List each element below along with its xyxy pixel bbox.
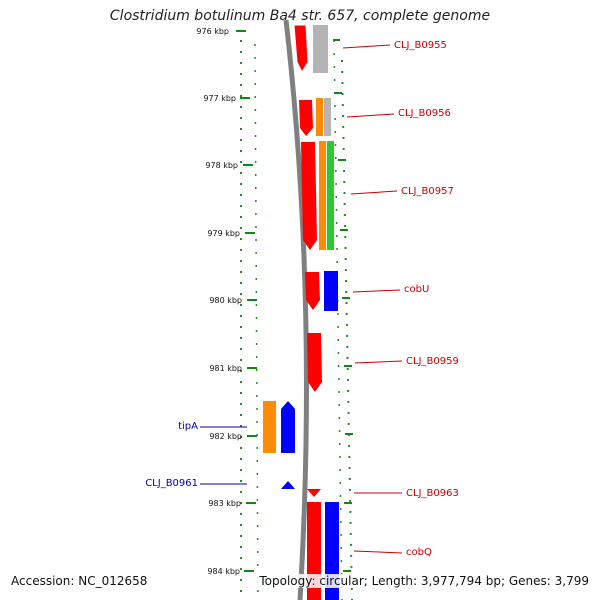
leader-line-CLJ_B0956: [346, 113, 395, 118]
gene-label-CLJ_B0956[interactable]: CLJ_B0956: [398, 108, 451, 119]
tick-group-976: 976 kbp: [196, 27, 246, 36]
tick-label-980: 980 kbp: [209, 296, 242, 305]
map-title: Clostridium botulinum Ba4 str. 657, comp…: [109, 8, 491, 24]
gene-label-CLJ_B0961[interactable]: CLJ_B0961: [145, 478, 198, 489]
gene-label-CLJ_B0957[interactable]: CLJ_B0957: [401, 186, 454, 197]
tick-label-977: 977 kbp: [203, 94, 236, 103]
tick-label-979: 979 kbp: [207, 229, 240, 238]
gene-label-CLJ_B0963[interactable]: CLJ_B0963: [406, 488, 459, 499]
tick-group-983: 983 kbp: [208, 499, 256, 508]
leader-line-CLJ_B0959: [354, 360, 403, 364]
tick-label-982: 982 kbp: [209, 432, 242, 441]
genome-backbone: [283, 19, 309, 600]
gene-feature-tipA-blue[interactable]: [281, 401, 295, 453]
tick-group-979: 979 kbp: [207, 229, 255, 238]
gene-feature-CLJ_B0957-orange[interactable]: [319, 141, 326, 250]
leader-line-CLJ_B0957: [350, 190, 398, 195]
gene-label-cobQ[interactable]: cobQ: [406, 547, 432, 558]
gene-feature-CLJ_B0956-orange[interactable]: [316, 98, 323, 136]
gene-label-cobU[interactable]: cobU: [404, 284, 429, 295]
dotted-guides-left: [240, 40, 259, 600]
gene-label-CLJ_B0959[interactable]: CLJ_B0959: [406, 356, 459, 367]
gene-feature-cobU-blue[interactable]: [324, 271, 338, 311]
leader-line-CLJ_B0955: [342, 44, 391, 49]
gene-feature-CLJ_B0961-blue[interactable]: [281, 481, 295, 489]
tick-label-981: 981 kbp: [209, 364, 242, 373]
leader-line-cobQ: [353, 550, 403, 554]
dotted-guide-inner: [254, 43, 259, 600]
gene-feature-CLJ_B0956-gray[interactable]: [324, 98, 331, 136]
tick-group-980: 980 kbp: [209, 296, 257, 305]
gene-feature-CLJ_B0957-green[interactable]: [327, 141, 334, 250]
gene-label-tipA[interactable]: tipA: [178, 421, 198, 432]
gene-feature-CLJ_B0963-red[interactable]: [307, 489, 321, 497]
gene-feature-cobU-red[interactable]: [305, 272, 320, 310]
gene-label-CLJ_B0955[interactable]: CLJ_B0955: [394, 40, 447, 51]
tick-group-982: 982 kbp: [209, 432, 257, 441]
leader-line-cobU: [352, 289, 401, 293]
tick-group-984: 984 kbp: [207, 567, 254, 576]
tick-label-976: 976 kbp: [196, 27, 229, 36]
accession-text: Accession: NC_012658: [9, 574, 150, 588]
tick-label-978: 978 kbp: [205, 161, 238, 170]
gene-feature-CLJ_B0956-red[interactable]: [299, 100, 313, 136]
gene-feature-CLJ_B0955-gray[interactable]: [313, 25, 328, 73]
tick-group-978: 978 kbp: [205, 161, 253, 170]
tick-group-977: 977 kbp: [203, 94, 250, 103]
topology-text: Topology: circular; Length: 3,977,794 bp…: [257, 574, 591, 588]
tick-label-983: 983 kbp: [208, 499, 241, 508]
gene-feature-tipA-orange[interactable]: [263, 401, 276, 453]
right-tick-marks: [333, 39, 353, 572]
tick-group-981: 981 kbp: [209, 364, 257, 373]
gene-feature-CLJ_B0957-red[interactable]: [301, 142, 317, 250]
gene-feature-CLJ_B0955-red[interactable]: [293, 24, 309, 74]
tick-label-984: 984 kbp: [207, 567, 240, 576]
gene-feature-CLJ_B0959-red[interactable]: [307, 333, 322, 392]
